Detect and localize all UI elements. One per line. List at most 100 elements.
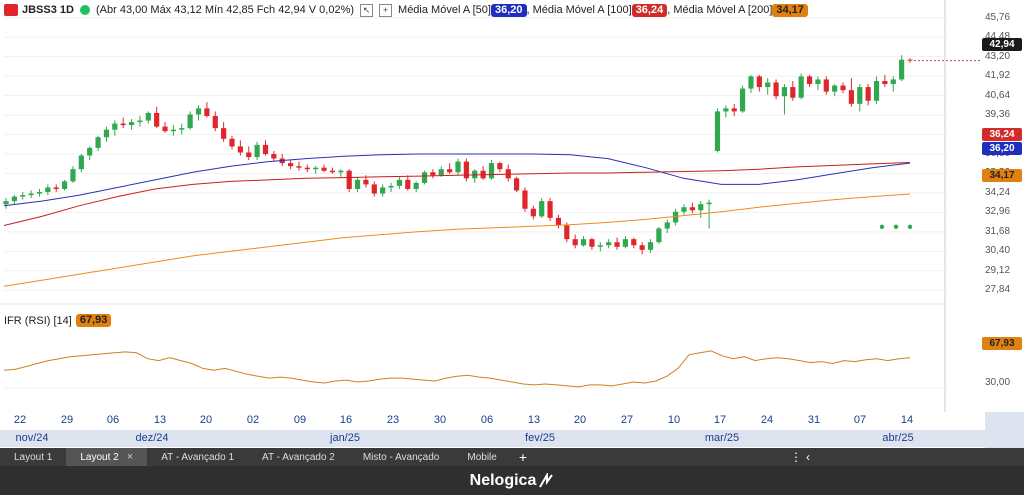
- day-tick-label: 09: [293, 414, 307, 426]
- month-tick-label: nov/24: [15, 432, 49, 444]
- candle-down: [287, 163, 294, 167]
- price-tick-label: 41,92: [985, 70, 1011, 82]
- candle-down: [530, 208, 536, 217]
- symbol-label[interactable]: JBSS3 1D: [22, 4, 74, 16]
- candle-down: [363, 179, 369, 185]
- candle-down: [882, 81, 888, 85]
- candle-up: [714, 111, 721, 151]
- candle-up: [170, 129, 177, 132]
- price-axis[interactable]: 45,7644,4843,2041,9240,6439,3638,0836,80…: [945, 0, 1024, 430]
- time-axis[interactable]: 22 29 06 13 20 02 09 16 23 30 06 13 20 27 10 17 24 31 07 14: [0, 412, 985, 430]
- ma50-value-badge: 36,20: [490, 3, 527, 17]
- candle-up: [438, 169, 444, 176]
- candle-up: [739, 88, 746, 112]
- brand-mark-icon: [539, 472, 554, 488]
- candle-up: [606, 242, 612, 246]
- layout-tab[interactable]: AT - Avançado 2: [248, 448, 349, 466]
- candle-up: [421, 172, 428, 183]
- candle-up: [187, 114, 193, 129]
- candle-up: [137, 120, 143, 123]
- ma100-label[interactable]: , Média Móvel A [100]: [526, 4, 632, 16]
- price-tick-label: 32,96: [985, 206, 1011, 218]
- price-tick-label: 29,12: [985, 264, 1011, 276]
- last-price-tag: 42,94: [982, 38, 1022, 51]
- ma50-line: [3, 153, 911, 207]
- candle-down: [639, 245, 645, 250]
- layout-tab-label: Layout 1: [14, 451, 53, 463]
- candle-down: [405, 179, 411, 189]
- ma100-value-badge: 36,24: [631, 3, 668, 17]
- candle-down: [497, 163, 503, 170]
- day-tick-label: 24: [760, 414, 774, 426]
- day-tick-label: 14: [900, 414, 914, 426]
- price-tick-label: 45,76: [985, 11, 1011, 23]
- candle-up: [647, 242, 654, 250]
- candle-up: [380, 187, 386, 194]
- price-tick-label: 39,36: [985, 109, 1011, 121]
- candle-down: [572, 239, 578, 246]
- brand-name: Nelogica: [469, 471, 537, 489]
- candle-down: [262, 144, 269, 154]
- chart-area[interactable]: JBSS3 1D (Abr 43,00 Máx 43,12 Mín 42,85 …: [0, 0, 1024, 448]
- candle-down: [321, 167, 327, 171]
- candle-down: [204, 108, 210, 116]
- layout-tab[interactable]: Layout 1: [0, 448, 66, 466]
- rsi-label[interactable]: IFR (RSI) [14]: [4, 314, 72, 327]
- add-indicator-icon[interactable]: +: [379, 3, 393, 17]
- candle-up: [11, 196, 17, 202]
- day-tick-label: 20: [573, 414, 587, 426]
- layout-tab[interactable]: Layout 2 ×: [66, 448, 148, 466]
- close-tab-icon[interactable]: ×: [126, 451, 134, 463]
- candle-up: [413, 182, 419, 189]
- collapse-chevron-icon[interactable]: ‹: [806, 450, 810, 464]
- candle-up: [765, 82, 771, 88]
- candle-up: [899, 59, 905, 80]
- layout-tab[interactable]: AT - Avançado 1: [147, 448, 248, 466]
- ohlc-readout: (Abr 43,00 Máx 43,12 Mín 42,85 Fch 42,94…: [95, 4, 355, 16]
- candle-up: [61, 181, 68, 189]
- candle-down: [806, 76, 813, 85]
- candle-down: [271, 154, 277, 159]
- month-tick-label: abr/25: [882, 432, 914, 444]
- day-tick-label: 13: [527, 414, 541, 426]
- month-axis[interactable]: nov/24 dez/24 jan/25 fev/25 mar/25 abr/25: [0, 430, 985, 447]
- layout-tab-label: AT - Avançado 1: [161, 451, 235, 463]
- candle-down: [907, 59, 913, 61]
- more-options-icon[interactable]: ⋮: [790, 450, 802, 464]
- candle-down: [547, 201, 553, 218]
- candle-down: [371, 184, 377, 194]
- candle-up: [832, 85, 838, 92]
- layout-tab[interactable]: Mobile: [453, 448, 510, 466]
- ma50-label[interactable]: Média Móvel A [50]: [398, 4, 491, 16]
- chart-canvas[interactable]: [0, 0, 1024, 448]
- day-tick-label: 06: [106, 414, 120, 426]
- add-tab-button[interactable]: +: [518, 449, 528, 465]
- ma100-price-tag: 36,24: [982, 128, 1022, 141]
- candle-down: [53, 187, 59, 189]
- day-tick-label: 27: [620, 414, 634, 426]
- price-tick-label: 34,24: [985, 186, 1011, 198]
- settings-icon[interactable]: ↖: [360, 3, 374, 17]
- candle-up: [254, 144, 260, 158]
- candle-down: [848, 90, 855, 104]
- candle-up: [580, 239, 587, 246]
- candle-down: [162, 126, 168, 132]
- candle-up: [28, 193, 34, 196]
- candle-up: [698, 204, 704, 211]
- candle-up: [145, 112, 151, 121]
- day-tick-label: 22: [13, 414, 27, 426]
- rsi-value-badge: 67,93: [75, 314, 112, 327]
- month-tick-label: dez/24: [135, 432, 169, 444]
- candle-up: [112, 123, 118, 130]
- brand-logo: Nelogica: [470, 472, 555, 490]
- ma200-label[interactable]: , Média Móvel A [200]: [667, 4, 773, 16]
- candle-up: [857, 87, 863, 104]
- candle-up: [195, 108, 202, 115]
- candle-down: [823, 79, 829, 92]
- candle-down: [865, 87, 871, 101]
- day-tick-label: 30: [433, 414, 447, 426]
- asset-flag-icon: [4, 4, 18, 16]
- layout-tab[interactable]: Misto - Avançado: [349, 448, 454, 466]
- candle-down: [246, 152, 252, 158]
- candle-down: [564, 225, 570, 240]
